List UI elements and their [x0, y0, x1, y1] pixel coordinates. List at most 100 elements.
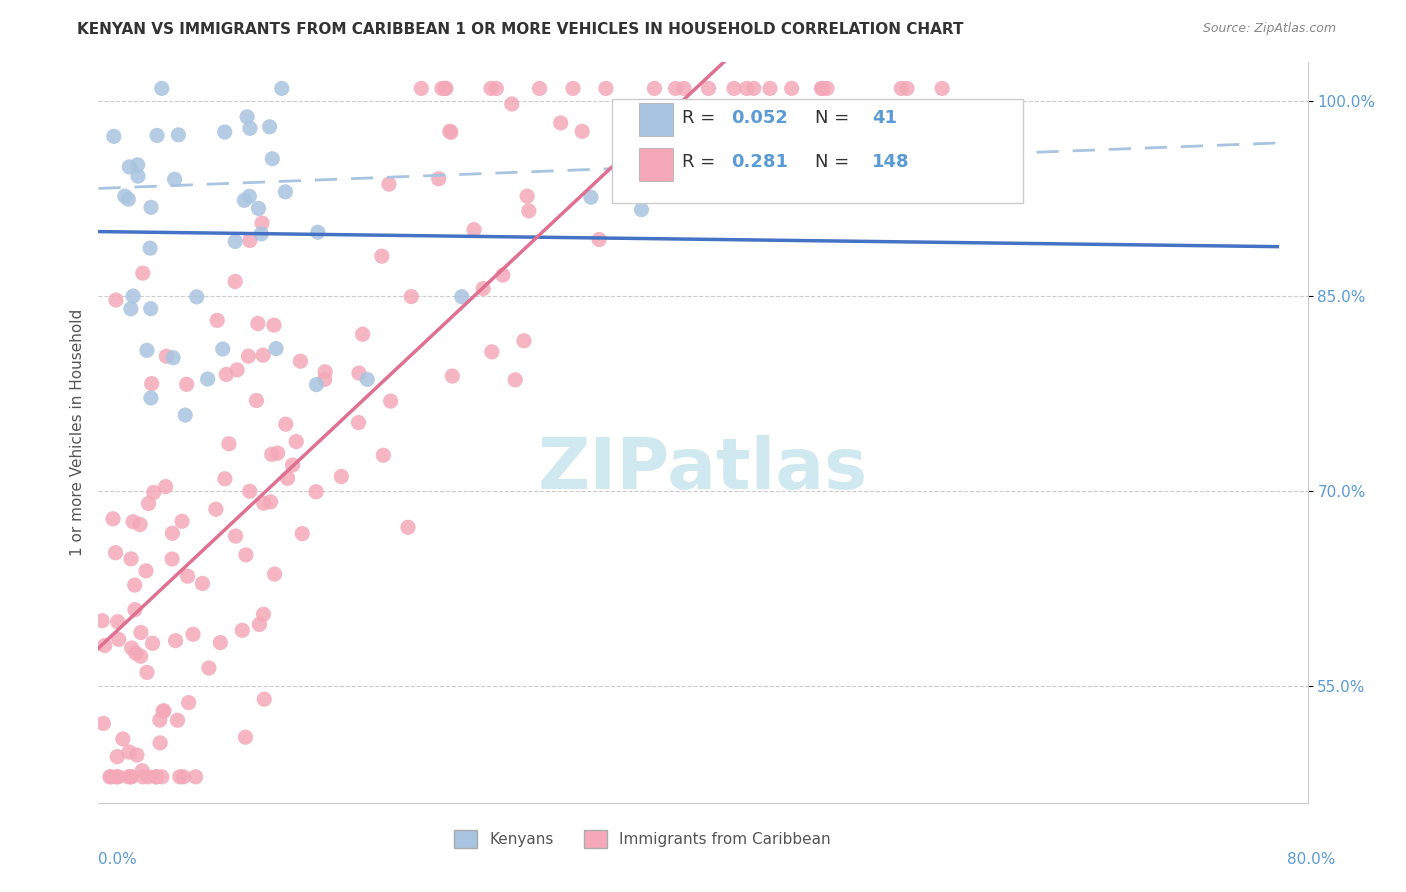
Point	[314, 372, 336, 386]
Point	[571, 124, 593, 138]
Point	[132, 266, 155, 280]
Legend: Kenyans, Immigrants from Caribbean: Kenyans, Immigrants from Caribbean	[449, 823, 837, 855]
Point	[399, 289, 422, 303]
Point	[430, 81, 453, 95]
Point	[167, 128, 190, 142]
Point	[450, 290, 472, 304]
Point	[141, 376, 163, 391]
Point	[93, 716, 115, 731]
Point	[214, 125, 236, 139]
Point	[396, 520, 419, 534]
Point	[120, 301, 142, 316]
Point	[250, 227, 273, 241]
Point	[373, 448, 395, 462]
Point	[352, 327, 374, 342]
Point	[209, 635, 232, 649]
Point	[117, 770, 139, 784]
Point	[263, 567, 285, 582]
Point	[501, 97, 523, 112]
Point	[529, 81, 551, 95]
Point	[252, 607, 274, 622]
Point	[226, 363, 249, 377]
Text: 41: 41	[872, 109, 897, 127]
Point	[274, 185, 297, 199]
Point	[205, 502, 228, 516]
Point	[643, 81, 665, 95]
Point	[664, 81, 686, 95]
Point	[285, 434, 308, 449]
Point	[91, 614, 114, 628]
Point	[98, 770, 121, 784]
Text: N =: N =	[815, 153, 855, 171]
Text: 0.052: 0.052	[731, 109, 787, 127]
Point	[93, 639, 115, 653]
Point	[472, 282, 495, 296]
Point	[252, 348, 274, 362]
Point	[215, 368, 238, 382]
Point	[434, 81, 457, 95]
Point	[184, 770, 207, 784]
Point	[896, 81, 918, 95]
Point	[290, 354, 312, 368]
Point	[111, 731, 134, 746]
Point	[595, 81, 617, 95]
Point	[176, 569, 198, 583]
Point	[253, 496, 276, 510]
Point	[125, 646, 148, 660]
Point	[177, 696, 200, 710]
Point	[162, 351, 184, 365]
Point	[550, 116, 572, 130]
Point	[439, 124, 461, 138]
Point	[492, 268, 515, 282]
Point	[138, 770, 160, 784]
Point	[205, 313, 228, 327]
Point	[371, 249, 394, 263]
Point	[441, 369, 464, 384]
Point	[931, 81, 953, 95]
Point	[101, 512, 124, 526]
Point	[149, 736, 172, 750]
Point	[127, 158, 149, 172]
Point	[218, 436, 240, 450]
FancyBboxPatch shape	[613, 99, 1024, 203]
Point	[780, 81, 803, 95]
Point	[314, 365, 336, 379]
Point	[150, 81, 173, 95]
Point	[104, 546, 127, 560]
Point	[264, 342, 287, 356]
Point	[103, 129, 125, 144]
Point	[427, 171, 450, 186]
Point	[145, 770, 167, 784]
Point	[107, 632, 129, 647]
Point	[481, 344, 503, 359]
Point	[479, 81, 502, 95]
Point	[120, 770, 142, 784]
Point	[231, 624, 253, 638]
Point	[630, 202, 652, 217]
Point	[307, 225, 329, 239]
Point	[233, 194, 256, 208]
Point	[673, 81, 696, 95]
Bar	[638, 103, 673, 136]
Point	[246, 317, 269, 331]
Point	[723, 81, 745, 95]
Point	[152, 704, 174, 718]
Text: N =: N =	[815, 109, 855, 127]
Point	[239, 121, 262, 136]
Point	[330, 469, 353, 483]
Point	[165, 633, 187, 648]
Point	[235, 730, 257, 744]
Point	[142, 636, 165, 650]
Point	[250, 216, 273, 230]
Point	[160, 552, 183, 566]
Point	[211, 342, 233, 356]
Point	[138, 497, 160, 511]
Point	[139, 200, 162, 214]
Point	[117, 192, 139, 206]
Point	[579, 190, 602, 204]
Point	[434, 81, 457, 95]
Point	[155, 479, 177, 493]
Point	[146, 128, 169, 143]
Point	[135, 343, 157, 358]
Point	[120, 552, 142, 566]
